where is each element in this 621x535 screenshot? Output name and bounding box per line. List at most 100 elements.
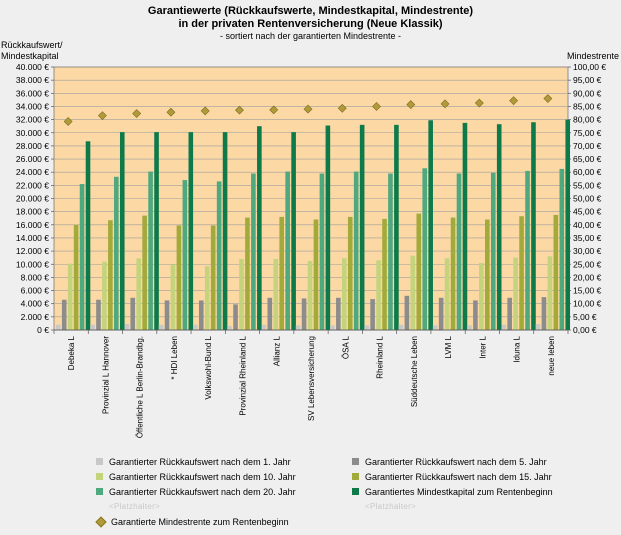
x-tick-label: Allianz L — [273, 335, 282, 366]
x-tick-label: Volkswohl-Bund L — [204, 335, 213, 399]
x-tick-label: SV Lebensversicherung — [307, 336, 316, 421]
bar-y5 — [301, 298, 307, 330]
x-tick-label: * HDI Leben — [170, 336, 179, 380]
x-tick-label: Rheinland L — [376, 335, 385, 378]
legend-label-y20: Garantierter Rückkaufswert nach dem 20. … — [109, 486, 296, 497]
y-tick-label-left: 28.000 € — [16, 141, 49, 151]
bar-y20 — [216, 181, 222, 330]
y-tick-label-left: 20.000 € — [16, 194, 49, 204]
bar-y5 — [267, 297, 273, 330]
chart-svg: 0 € 0,00 € 2.000 € 5,00 € 4.000 € 10,00 € 6.00… — [16, 62, 606, 438]
legend-label-y15: Garantierter Rückkaufswert nach dem 15. … — [365, 471, 552, 482]
bar-y1 — [364, 325, 369, 330]
bar-y20 — [251, 173, 256, 330]
bar-y15 — [210, 225, 216, 330]
legend-swatch-kapital — [352, 488, 359, 495]
bar-kapital — [565, 119, 571, 330]
bar-y10 — [307, 260, 313, 330]
marker-rente — [166, 107, 176, 117]
marker-rente — [372, 102, 381, 111]
bar-y20 — [456, 173, 462, 330]
bar-y20 — [285, 171, 290, 330]
bar-y1 — [432, 325, 438, 330]
legend: Garantierter Rückkaufswert nach dem 1. J… — [95, 454, 576, 529]
bar-y20 — [114, 176, 119, 330]
bar-y20 — [148, 171, 153, 330]
y-tick-label-right: 20,00 € — [573, 272, 602, 282]
marker-rente — [543, 94, 553, 103]
bar-y5 — [233, 304, 238, 330]
bar-kapital — [85, 141, 91, 330]
legend-swatch-y5 — [352, 458, 359, 465]
bar-y5 — [507, 297, 512, 330]
marker-rente — [97, 111, 107, 121]
bar-y1 — [158, 324, 164, 330]
legend-swatch-rente — [95, 515, 107, 528]
bar-y20 — [525, 170, 530, 330]
bar-y15 — [347, 216, 353, 330]
bar-y1 — [467, 325, 472, 330]
bar-y20 — [559, 168, 565, 330]
bar-y10 — [376, 260, 381, 330]
marker-rente — [509, 96, 519, 106]
y-tick-label-left: 10.000 € — [16, 259, 49, 269]
bar-y15 — [485, 219, 490, 330]
bar-y10 — [341, 258, 347, 330]
bar-y1 — [501, 324, 507, 330]
legend-item-kapital: Garantiertes Mindestkapital zum Rentenbe… — [352, 487, 576, 497]
x-tick-label: Süddeutsche Leben — [410, 336, 419, 407]
bar-kapital — [462, 122, 468, 330]
y-tick-label-right: 35,00 € — [573, 233, 602, 243]
bar-y15 — [519, 216, 524, 330]
legend-swatch-empty-1 — [96, 503, 103, 510]
bar-y1 — [193, 324, 198, 330]
y-tick-label-right: 90,00 € — [573, 88, 602, 98]
bar-y5 — [438, 297, 444, 330]
legend-label-kapital: Garantiertes Mindestkapital zum Rentenbe… — [365, 486, 553, 497]
legend-swatch-y1 — [96, 458, 103, 465]
bar-y10 — [410, 255, 416, 330]
bar-y5 — [336, 297, 341, 330]
bar-y10 — [547, 256, 553, 330]
bar-y1 — [295, 325, 301, 330]
y-tick-label-right: 65,00 € — [573, 154, 602, 164]
bar-y10 — [204, 266, 210, 330]
bar-y20 — [319, 173, 325, 330]
bar-y20 — [353, 171, 359, 330]
y-tick-label-right: 50,00 € — [573, 194, 602, 204]
legend-label-y10: Garantierter Rückkaufswert nach dem 10. … — [109, 471, 296, 482]
y-tick-label-right: 10,00 € — [573, 299, 602, 309]
bar-y10 — [513, 257, 518, 330]
y-tick-label-left: 30.000 € — [16, 128, 49, 138]
legend-label-rente: Garantierte Mindestrente zum Rentenbegin… — [111, 516, 289, 527]
y-axis-title-right: Mindestrente — [567, 51, 620, 61]
y-tick-label-left: 26.000 € — [16, 154, 49, 164]
bar-y20 — [388, 173, 393, 330]
bar-kapital — [394, 124, 399, 330]
y-tick-label-right: 25,00 € — [573, 259, 602, 269]
x-tick-label: Provinzial Rheinland L — [238, 335, 247, 415]
legend-placeholder-label-2: <Platzhalter> — [365, 502, 417, 511]
bar-kapital — [325, 125, 331, 330]
bar-y15 — [73, 224, 79, 330]
bar-y1 — [535, 324, 541, 330]
x-tick-label: Inter L — [478, 335, 487, 358]
y-tick-label-right: 60,00 € — [573, 167, 602, 177]
y-tick-label-left: 4.000 € — [21, 299, 50, 309]
marker-rente — [440, 99, 450, 109]
y-tick-label-right: 40,00 € — [573, 220, 602, 230]
legend-item-y5: Garantierter Rückkaufswert nach dem 5. J… — [352, 457, 576, 467]
y-tick-label-right: 80,00 € — [573, 115, 602, 125]
y-tick-label-right: 70,00 € — [573, 141, 602, 151]
y-tick-label-left: 6.000 € — [21, 286, 50, 296]
bar-y20 — [422, 168, 428, 330]
bar-y5 — [473, 300, 478, 330]
bar-y5 — [370, 299, 375, 330]
legend-item-y1: Garantierter Rückkaufswert nach dem 1. J… — [96, 457, 352, 467]
bar-y15 — [416, 213, 422, 330]
legend-item-rente: Garantierte Mindestrente zum Rentenbegin… — [95, 515, 352, 528]
marker-rente — [235, 105, 244, 115]
bar-y5 — [61, 299, 67, 330]
bar-kapital — [428, 120, 433, 330]
